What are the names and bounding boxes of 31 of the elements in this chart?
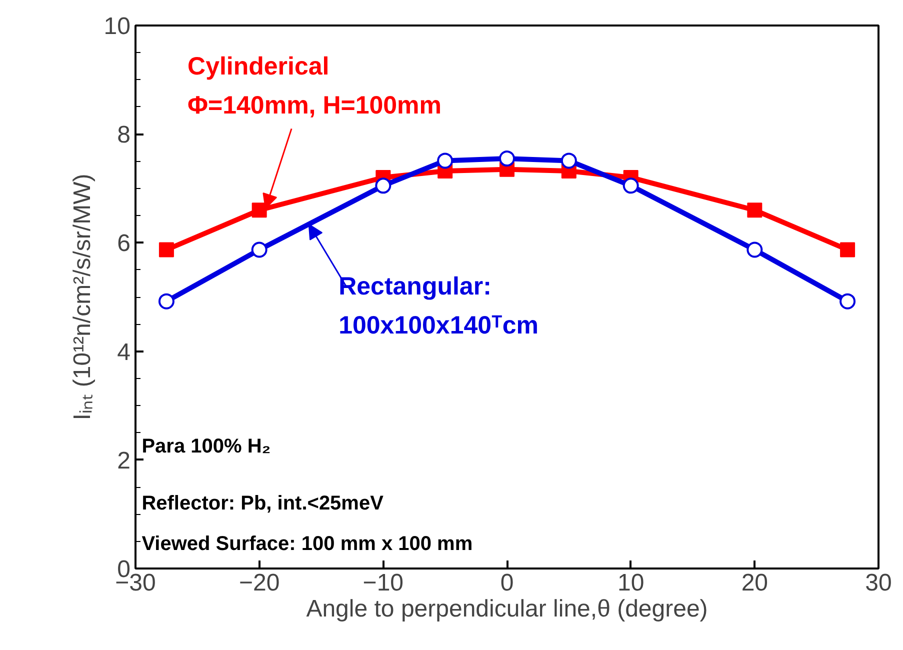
y-tick-label: 4: [117, 338, 131, 366]
point: [499, 150, 515, 167]
annotation: Para 100% H₂: [142, 435, 271, 458]
y-tick-label: 2: [117, 447, 131, 474]
point: [622, 178, 639, 194]
y-tick-label: 6: [117, 230, 131, 258]
point: [747, 202, 762, 218]
y-tick-label: 8: [117, 122, 131, 149]
y-tick-label: 10: [104, 13, 131, 40]
y-axis-title: Iᵢₙₜ (10¹²n/cm²/s/sr/MW): [68, 174, 96, 420]
annotation: Viewed Surface: 100 mm x 100 mm: [142, 533, 473, 556]
point: [158, 242, 174, 258]
point: [158, 293, 174, 310]
annotation: Cylinderical Φ=140mm, H=100mm: [188, 52, 442, 120]
point: [251, 242, 268, 258]
x-tick-label: −20: [238, 570, 280, 596]
point: [560, 152, 577, 169]
annotation: Reflector: Pb, int.<25meV: [142, 492, 384, 514]
annotation: Rectangular: 100x100x140ᵀcm: [338, 272, 538, 340]
x-axis-title: Angle to perpendicular line,θ (degree): [306, 596, 708, 622]
x-tick-label: 10: [617, 570, 644, 596]
point: [746, 242, 763, 258]
x-tick-label: 0: [500, 570, 514, 596]
point: [437, 152, 454, 169]
point: [252, 202, 267, 218]
point: [375, 178, 392, 194]
point: [840, 242, 856, 258]
x-tick-label: 20: [741, 570, 768, 596]
point: [840, 293, 856, 310]
x-tick-label: 30: [865, 570, 892, 596]
x-tick-label: −10: [362, 570, 404, 596]
